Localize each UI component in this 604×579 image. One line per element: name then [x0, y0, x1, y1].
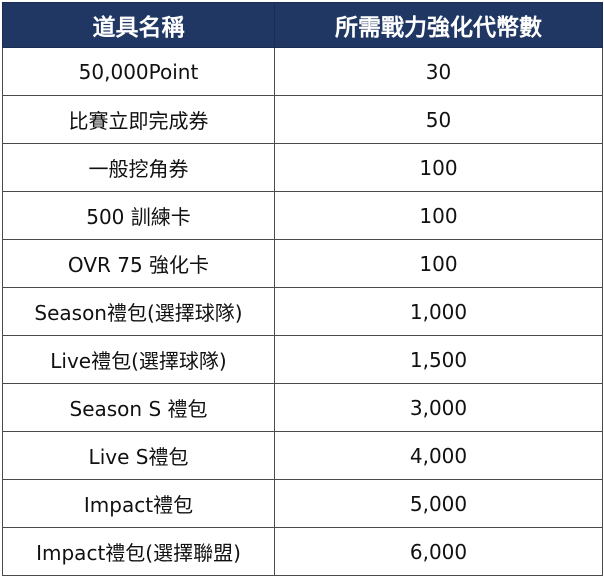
item-name-cell: 500 訓練卡	[2, 191, 275, 240]
token-cost-cell: 4,000	[274, 431, 603, 480]
item-name-cell: Live S禮包	[2, 431, 275, 480]
table-row: Season S 禮包 3,000	[2, 383, 603, 432]
header-required-tokens: 所需戰力強化代幣數	[274, 2, 603, 48]
table-row: 比賽立即完成券 50	[2, 95, 603, 144]
table-row: Impact禮包 5,000	[2, 479, 603, 528]
table-row: Live禮包(選擇球隊) 1,500	[2, 335, 603, 384]
token-cost-cell: 1,000	[274, 287, 603, 336]
token-cost-cell: 30	[274, 47, 603, 96]
item-name-cell: Impact禮包(選擇聯盟)	[2, 527, 275, 576]
item-name-cell: Impact禮包	[2, 479, 275, 528]
token-cost-cell: 1,500	[274, 335, 603, 384]
table-row: 一般挖角券 100	[2, 143, 603, 192]
item-name-cell: 50,000Point	[2, 47, 275, 96]
token-cost-cell: 50	[274, 95, 603, 144]
table-row: 500 訓練卡 100	[2, 191, 603, 240]
token-cost-cell: 3,000	[274, 383, 603, 432]
item-name-cell: OVR 75 強化卡	[2, 239, 275, 288]
token-cost-cell: 100	[274, 239, 603, 288]
table-row: Live S禮包 4,000	[2, 431, 603, 480]
item-name-cell: 一般挖角券	[2, 143, 275, 192]
token-cost-cell: 100	[274, 191, 603, 240]
token-cost-cell: 6,000	[274, 527, 603, 576]
item-name-cell: Season S 禮包	[2, 383, 275, 432]
table-row: OVR 75 強化卡 100	[2, 239, 603, 288]
table-header-row: 道具名稱 所需戰力強化代幣數	[2, 2, 603, 48]
table-row: Season禮包(選擇球隊) 1,000	[2, 287, 603, 336]
token-cost-cell: 5,000	[274, 479, 603, 528]
header-item-name: 道具名稱	[2, 2, 275, 48]
item-name-cell: Live禮包(選擇球隊)	[2, 335, 275, 384]
table-row: 50,000Point 30	[2, 47, 603, 96]
token-cost-cell: 100	[274, 143, 603, 192]
item-name-cell: Season禮包(選擇球隊)	[2, 287, 275, 336]
table-row: Impact禮包(選擇聯盟) 6,000	[2, 527, 603, 576]
item-name-cell: 比賽立即完成券	[2, 95, 275, 144]
